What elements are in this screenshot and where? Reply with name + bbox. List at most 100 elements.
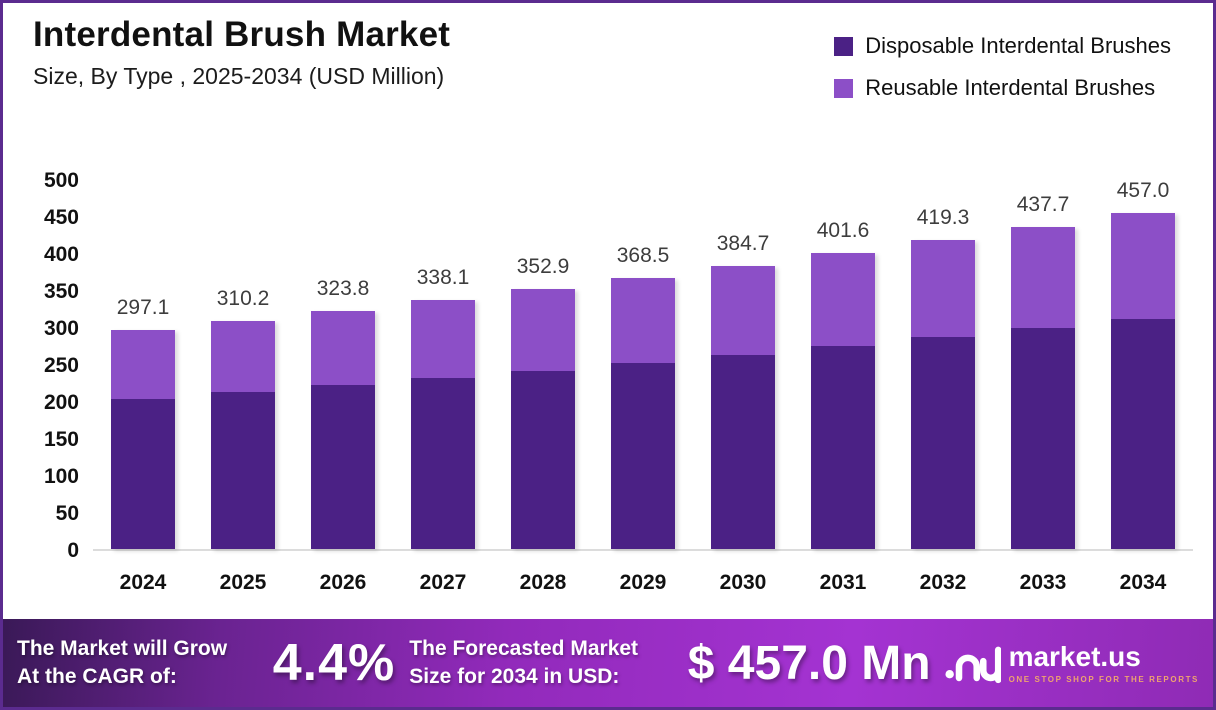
x-tick-label: 2027 <box>419 571 467 594</box>
bar-2024[interactable] <box>111 330 175 549</box>
bar-2025[interactable] <box>211 320 275 549</box>
segment-reusable[interactable] <box>411 300 475 379</box>
segment-disposable[interactable] <box>911 337 975 549</box>
legend-swatch-icon <box>834 36 854 56</box>
bar-value-label: 368.5 <box>616 243 670 267</box>
bar-2028[interactable] <box>511 289 575 549</box>
brand-name: market.us <box>1008 640 1141 672</box>
segment-reusable[interactable] <box>911 240 975 338</box>
bar-value-label: 310.2 <box>216 286 270 310</box>
bar-group-2025: 310.2 2025 <box>193 181 293 594</box>
bar-value-label: 384.7 <box>716 231 770 255</box>
x-tick-label: 2026 <box>319 571 367 594</box>
header: Interdental Brush Market Size, By Type ,… <box>33 15 450 90</box>
market-us-brand[interactable]: market.us ONE STOP SHOP FOR THE REPORTS <box>945 642 1199 684</box>
segment-reusable[interactable] <box>311 310 375 386</box>
x-tick-label: 2032 <box>919 571 967 594</box>
market-us-logo-icon <box>945 646 1001 684</box>
y-axis: 500 450 400 350 300 250 200 150 100 50 0 <box>17 169 85 562</box>
bar-group-2027: 338.1 2027 <box>393 181 493 594</box>
cagr-value: 4.4% <box>272 634 396 692</box>
legend-item-1: Reusable Interdental Brushes <box>834 75 1171 101</box>
bar-group-2031: 401.6 2031 <box>793 181 893 594</box>
segment-disposable[interactable] <box>211 392 275 549</box>
segment-disposable[interactable] <box>711 354 775 549</box>
y-tick-label: 300 <box>43 317 79 340</box>
y-tick-label: 100 <box>43 465 79 488</box>
banner-left-text: The Market will Grow At the CAGR of: <box>17 635 251 692</box>
bar-2030[interactable] <box>711 265 775 549</box>
y-tick-label: 0 <box>67 539 79 562</box>
bar-value-label: 437.7 <box>1016 192 1070 216</box>
y-tick-label: 400 <box>43 243 79 266</box>
x-tick-label: 2030 <box>719 571 767 594</box>
bar-2026[interactable] <box>311 310 375 549</box>
bar-2032[interactable] <box>911 240 975 549</box>
segment-disposable[interactable] <box>611 362 675 549</box>
legend-item-0: Disposable Interdental Brushes <box>834 33 1171 59</box>
bar-2029[interactable] <box>611 277 675 549</box>
bar-group-2030: 384.7 2030 <box>693 181 793 594</box>
x-tick-label: 2024 <box>119 571 167 594</box>
banner-mid-line2: Size for 2034 in USD: <box>409 665 620 688</box>
bar-2033[interactable] <box>1011 226 1075 549</box>
x-tick-label: 2034 <box>1119 571 1167 594</box>
segment-reusable[interactable] <box>711 265 775 355</box>
bar-group-2034: 457.0 2034 <box>1093 178 1193 594</box>
x-tick-label: 2033 <box>1019 571 1067 594</box>
bar-value-label: 419.3 <box>916 206 970 230</box>
chart-subtitle: Size, By Type , 2025-2034 (USD Million) <box>33 63 445 89</box>
legend-label: Reusable Interdental Brushes <box>865 75 1156 100</box>
y-tick-label: 250 <box>43 354 79 377</box>
x-tick-label: 2025 <box>219 571 267 594</box>
x-tick-label: 2031 <box>819 571 867 594</box>
segment-reusable[interactable] <box>611 277 675 363</box>
legend: Disposable Interdental Brushes Reusable I… <box>834 33 1171 101</box>
segment-reusable[interactable] <box>1011 226 1075 329</box>
segment-reusable[interactable] <box>211 320 275 393</box>
bar-value-label: 338.1 <box>416 266 470 290</box>
y-tick-label: 200 <box>43 391 79 414</box>
segment-disposable[interactable] <box>1111 318 1175 549</box>
bar-group-2029: 368.5 2029 <box>593 181 693 594</box>
stacked-bar-chart: 500 450 400 350 300 250 200 150 100 50 0 297.1 2024… <box>17 169 1199 594</box>
bar-value-label: 401.6 <box>816 219 870 243</box>
bar-group-2032: 419.3 2032 <box>893 181 993 594</box>
segment-disposable[interactable] <box>311 385 375 549</box>
bar-2034[interactable] <box>1111 212 1175 549</box>
segment-disposable[interactable] <box>811 346 875 549</box>
bar-group-2026: 323.8 2026 <box>293 181 393 594</box>
x-tick-label: 2029 <box>619 571 667 594</box>
plot-area: 297.1 2024 310.2 2025 323.8 2026 338.1 2027 352.… <box>93 178 1193 594</box>
y-tick-label: 150 <box>43 428 79 451</box>
bar-2027[interactable] <box>411 300 475 549</box>
banner-left-line1: The Market will Grow <box>17 636 228 660</box>
segment-reusable[interactable] <box>1111 212 1175 319</box>
segment-disposable[interactable] <box>1011 328 1075 549</box>
bar-group-2028: 352.9 2028 <box>493 181 593 594</box>
segment-disposable[interactable] <box>511 370 575 549</box>
chart-title: Interdental Brush Market <box>33 15 451 54</box>
legend-label: Disposable Interdental Brushes <box>865 33 1171 58</box>
banner-left-line2: At the CAGR of: <box>17 665 177 688</box>
bar-group-2024: 297.1 2024 <box>93 181 193 594</box>
bar-value-label: 457.0 <box>1116 178 1170 202</box>
segment-reusable[interactable] <box>111 330 175 399</box>
bar-value-label: 297.1 <box>116 296 170 320</box>
bar-group-2033: 437.7 2033 <box>993 181 1093 594</box>
legend-swatch-icon <box>834 78 854 98</box>
cagr-banner: The Market will Grow At the CAGR of: 4.4… <box>3 619 1213 707</box>
forecast-value: $ 457.0 Mn <box>687 636 931 690</box>
bar-value-label: 323.8 <box>316 276 370 300</box>
segment-reusable[interactable] <box>511 289 575 371</box>
x-tick-label: 2028 <box>519 571 567 594</box>
segment-disposable[interactable] <box>411 378 475 549</box>
brand-text: market.us ONE STOP SHOP FOR THE REPORTS <box>1008 640 1199 684</box>
banner-mid-line1: The Forecasted Market <box>409 636 639 660</box>
segment-disposable[interactable] <box>111 398 175 549</box>
segment-reusable[interactable] <box>811 253 875 347</box>
y-tick-label: 50 <box>55 502 79 525</box>
bar-2031[interactable] <box>811 253 875 549</box>
y-tick-label: 500 <box>43 169 79 192</box>
